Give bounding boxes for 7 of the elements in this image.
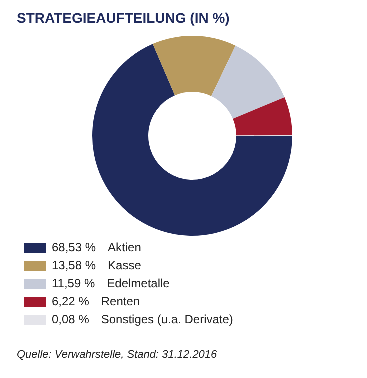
legend-label: 13,58 % Kasse	[52, 258, 342, 272]
legend-label: 6,22 % Renten	[52, 294, 340, 308]
legend-label: 0,08 % Sonstiges (u.a. Derivate)	[52, 312, 367, 326]
source-note: Quelle: Verwahrstelle, Stand: 31.12.2016	[17, 349, 218, 361]
legend-label: 11,59 % Edelmetalle	[52, 276, 367, 290]
legend-label: 68,53 % Aktien	[52, 240, 342, 254]
chart-title: STRATEGIEAUFTEILUNG (IN %)	[17, 10, 230, 26]
